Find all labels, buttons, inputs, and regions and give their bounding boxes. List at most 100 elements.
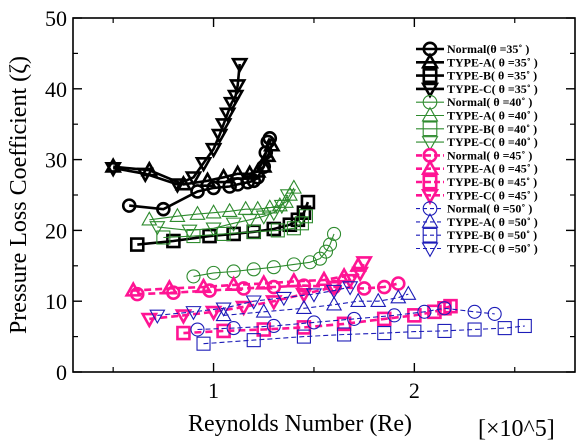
data-point: [271, 197, 288, 212]
data-point: [226, 321, 241, 336]
legend-label: Normal( θ =50˚ ): [447, 202, 532, 216]
data-point: [437, 323, 452, 338]
legend-item: TYPE-A( θ =45˚ ): [416, 158, 538, 176]
data-point: [322, 237, 338, 252]
x-tick-label: 2: [409, 378, 420, 403]
legend-marker: [422, 227, 438, 243]
data-point: [141, 211, 158, 226]
series-4: [104, 57, 249, 194]
legend-marker: [420, 189, 440, 206]
x-tick-label: 1: [208, 378, 219, 403]
data-point: [325, 296, 343, 311]
y-tick-label: 0: [56, 360, 67, 385]
legend-label: TYPE-C( θ =40˚ ): [447, 135, 538, 149]
data-point: [264, 295, 283, 311]
series-line: [133, 264, 359, 292]
legend-marker: [421, 212, 439, 228]
y-tick-label: 20: [45, 218, 67, 243]
data-point: [305, 288, 323, 303]
legend-item: Normal( θ =40˚ ): [416, 94, 532, 110]
data-point: [295, 299, 313, 315]
data-point: [205, 222, 222, 237]
data-point: [185, 306, 202, 321]
legend-item: TYPE-B( θ =50˚ ): [416, 227, 537, 243]
data-point: [190, 184, 205, 199]
data-point: [169, 207, 186, 222]
data-point: [325, 280, 343, 297]
data-point: [254, 273, 273, 290]
legend-marker: [420, 82, 440, 99]
data-point: [376, 311, 392, 327]
data-point: [279, 189, 296, 204]
data-point: [467, 304, 482, 319]
data-point: [204, 142, 223, 159]
legend-label: TYPE-A( θ =50˚ ): [447, 215, 538, 229]
data-point: [417, 304, 432, 319]
data-point: [387, 308, 402, 323]
legend-marker: [422, 68, 438, 84]
legend-label: TYPE-C( θ =35˚ ): [447, 82, 538, 96]
data-point: [356, 281, 372, 296]
data-point: [256, 322, 272, 337]
legend-label: TYPE-C( θ =50˚ ): [447, 242, 538, 256]
data-point: [255, 303, 272, 318]
data-point: [296, 329, 311, 344]
legend-marker: [422, 94, 438, 110]
data-point: [315, 270, 333, 287]
legend-item: TYPE-B( θ =35˚ ): [416, 68, 537, 84]
data-point: [216, 323, 231, 339]
legend-item: TYPE-C( θ =40˚ ): [416, 135, 538, 152]
y-tick-label: 50: [45, 6, 67, 31]
legend-label: TYPE-A( θ =45˚ ): [447, 162, 538, 176]
data-point: [342, 281, 359, 296]
series-2: [104, 135, 281, 191]
data-point: [202, 228, 217, 244]
legend-label: Normal( θ =45˚ ): [447, 148, 532, 162]
data-point: [407, 308, 422, 323]
data-point: [196, 336, 211, 351]
legend-item: TYPE-A( θ =50˚ ): [416, 212, 538, 229]
series-10: [124, 256, 367, 297]
legend-item: TYPE-A( θ =40˚ ): [416, 106, 538, 123]
legend-label: TYPE-B( θ =35˚ ): [447, 69, 537, 83]
data-point: [184, 171, 203, 187]
y-tick-label: 40: [45, 77, 67, 102]
series-7: [156, 209, 313, 245]
legend-item: Normal( θ =45˚ ): [416, 147, 532, 163]
data-point: [286, 257, 301, 272]
series-line: [223, 293, 409, 316]
data-point: [121, 198, 137, 213]
legend-label: Normal(θ =35˚ ): [447, 42, 529, 56]
data-point: [210, 128, 229, 145]
data-point: [325, 284, 343, 300]
data-point: [355, 256, 373, 272]
data-point: [350, 292, 367, 307]
data-point: [205, 204, 222, 219]
y-axis-label: Pressure Loss Coefficient (ζ): [6, 56, 32, 334]
data-point: [285, 179, 302, 194]
data-point: [181, 224, 198, 239]
data-marks: [104, 57, 532, 351]
legend-marker: [421, 242, 439, 258]
data-point: [124, 281, 143, 297]
data-point: [215, 306, 232, 322]
data-point: [300, 194, 316, 210]
data-point: [347, 311, 362, 326]
data-point: [129, 237, 145, 252]
data-point: [246, 262, 261, 277]
data-point: [206, 180, 221, 196]
legend-marker: [422, 174, 438, 190]
data-point: [198, 171, 217, 187]
data-point: [140, 312, 159, 329]
data-point: [194, 277, 213, 294]
data-point: [285, 271, 303, 288]
legend-label: TYPE-A( θ =35˚ ): [447, 55, 538, 69]
data-point: [254, 157, 273, 173]
data-point: [341, 273, 359, 290]
series-14: [215, 285, 417, 322]
data-point: [351, 266, 369, 283]
data-point: [467, 322, 482, 337]
data-point: [166, 233, 181, 249]
